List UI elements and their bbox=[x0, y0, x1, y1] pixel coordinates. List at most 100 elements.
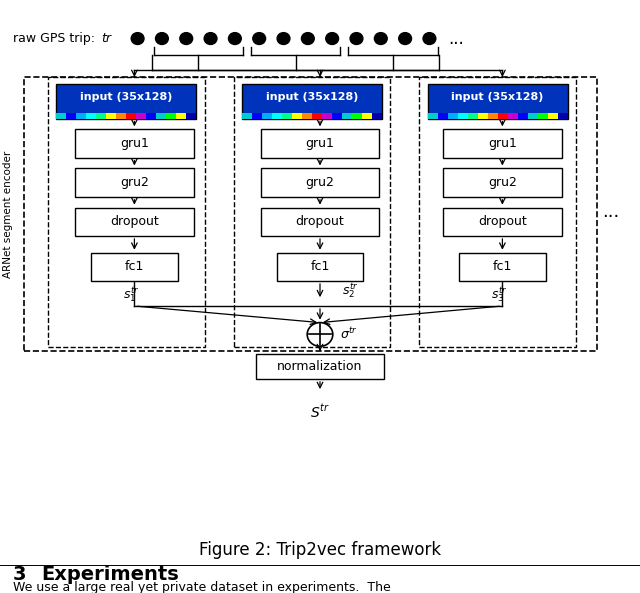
Text: gru2: gru2 bbox=[488, 176, 517, 189]
Text: gru2: gru2 bbox=[120, 176, 149, 189]
Bar bbox=[282, 113, 292, 119]
Text: fc1: fc1 bbox=[310, 260, 330, 273]
Bar bbox=[538, 113, 548, 119]
Circle shape bbox=[326, 33, 339, 44]
FancyBboxPatch shape bbox=[460, 253, 545, 281]
Text: gru1: gru1 bbox=[305, 137, 335, 150]
FancyBboxPatch shape bbox=[56, 84, 196, 119]
Text: gru1: gru1 bbox=[488, 137, 517, 150]
Circle shape bbox=[156, 33, 168, 44]
Text: We use a large real yet private dataset in experiments.  The: We use a large real yet private dataset … bbox=[13, 581, 390, 593]
Bar bbox=[116, 113, 127, 119]
Bar bbox=[156, 113, 166, 119]
Circle shape bbox=[350, 33, 363, 44]
Bar bbox=[518, 113, 527, 119]
FancyBboxPatch shape bbox=[91, 253, 177, 281]
Text: ...: ... bbox=[449, 30, 465, 47]
FancyBboxPatch shape bbox=[261, 208, 380, 236]
FancyBboxPatch shape bbox=[76, 168, 193, 197]
Bar bbox=[332, 113, 342, 119]
Circle shape bbox=[180, 33, 193, 44]
Text: raw GPS trip:: raw GPS trip: bbox=[13, 32, 99, 45]
Bar bbox=[447, 113, 458, 119]
Bar bbox=[352, 113, 362, 119]
Bar bbox=[438, 113, 447, 119]
Circle shape bbox=[374, 33, 387, 44]
Bar bbox=[508, 113, 518, 119]
Bar bbox=[292, 113, 302, 119]
Circle shape bbox=[131, 33, 144, 44]
Text: input (35x128): input (35x128) bbox=[80, 93, 173, 102]
Bar bbox=[166, 113, 177, 119]
Circle shape bbox=[277, 33, 290, 44]
Text: ARNet segment encoder: ARNet segment encoder bbox=[3, 151, 13, 278]
Text: Experiments: Experiments bbox=[42, 565, 179, 584]
FancyBboxPatch shape bbox=[443, 208, 562, 236]
Text: input (35x128): input (35x128) bbox=[266, 93, 358, 102]
Circle shape bbox=[204, 33, 217, 44]
Bar bbox=[177, 113, 186, 119]
Bar bbox=[322, 113, 332, 119]
FancyBboxPatch shape bbox=[76, 129, 193, 158]
Bar bbox=[477, 113, 488, 119]
Text: dropout: dropout bbox=[478, 215, 527, 228]
Bar bbox=[186, 113, 196, 119]
Text: gru1: gru1 bbox=[120, 137, 149, 150]
Bar bbox=[372, 113, 382, 119]
Bar bbox=[312, 113, 322, 119]
Circle shape bbox=[307, 323, 333, 346]
FancyBboxPatch shape bbox=[261, 129, 380, 158]
Bar bbox=[342, 113, 352, 119]
Bar bbox=[458, 113, 468, 119]
Bar bbox=[262, 113, 272, 119]
Text: dropout: dropout bbox=[296, 215, 344, 228]
Text: $s_1^{tr}$: $s_1^{tr}$ bbox=[123, 286, 140, 305]
Bar bbox=[272, 113, 282, 119]
Bar bbox=[252, 113, 262, 119]
Circle shape bbox=[228, 33, 241, 44]
Bar bbox=[468, 113, 477, 119]
Bar bbox=[136, 113, 147, 119]
Bar bbox=[428, 113, 438, 119]
Text: ...: ... bbox=[603, 203, 620, 221]
Circle shape bbox=[301, 33, 314, 44]
Bar bbox=[56, 113, 67, 119]
Bar bbox=[488, 113, 498, 119]
Bar bbox=[362, 113, 372, 119]
FancyBboxPatch shape bbox=[256, 354, 384, 379]
Bar bbox=[86, 113, 97, 119]
Bar bbox=[106, 113, 116, 119]
FancyBboxPatch shape bbox=[443, 168, 562, 197]
Text: $\sigma^{tr}$: $\sigma^{tr}$ bbox=[340, 327, 358, 342]
Circle shape bbox=[253, 33, 266, 44]
Text: tr: tr bbox=[101, 32, 111, 45]
Text: fc1: fc1 bbox=[493, 260, 512, 273]
Bar bbox=[557, 113, 568, 119]
Circle shape bbox=[399, 33, 412, 44]
Text: fc1: fc1 bbox=[125, 260, 144, 273]
Bar bbox=[127, 113, 136, 119]
Text: normalization: normalization bbox=[277, 360, 363, 373]
Text: $S^{tr}$: $S^{tr}$ bbox=[310, 403, 330, 420]
Bar bbox=[147, 113, 156, 119]
Circle shape bbox=[423, 33, 436, 44]
FancyBboxPatch shape bbox=[428, 84, 568, 119]
FancyBboxPatch shape bbox=[242, 84, 382, 119]
Text: 3: 3 bbox=[13, 565, 26, 584]
FancyBboxPatch shape bbox=[76, 208, 193, 236]
FancyBboxPatch shape bbox=[261, 168, 380, 197]
Bar bbox=[97, 113, 106, 119]
Bar bbox=[67, 113, 76, 119]
Text: input (35x128): input (35x128) bbox=[451, 93, 544, 102]
Bar bbox=[242, 113, 252, 119]
Text: $s_2^{tr}$: $s_2^{tr}$ bbox=[342, 282, 359, 301]
FancyBboxPatch shape bbox=[443, 129, 562, 158]
Text: gru2: gru2 bbox=[305, 176, 335, 189]
Bar bbox=[498, 113, 508, 119]
Bar bbox=[302, 113, 312, 119]
Text: $s_3^{tr}$: $s_3^{tr}$ bbox=[491, 286, 508, 305]
FancyBboxPatch shape bbox=[277, 253, 364, 281]
Bar bbox=[527, 113, 538, 119]
Bar bbox=[76, 113, 86, 119]
Text: Figure 2: Trip2vec framework: Figure 2: Trip2vec framework bbox=[199, 541, 441, 559]
